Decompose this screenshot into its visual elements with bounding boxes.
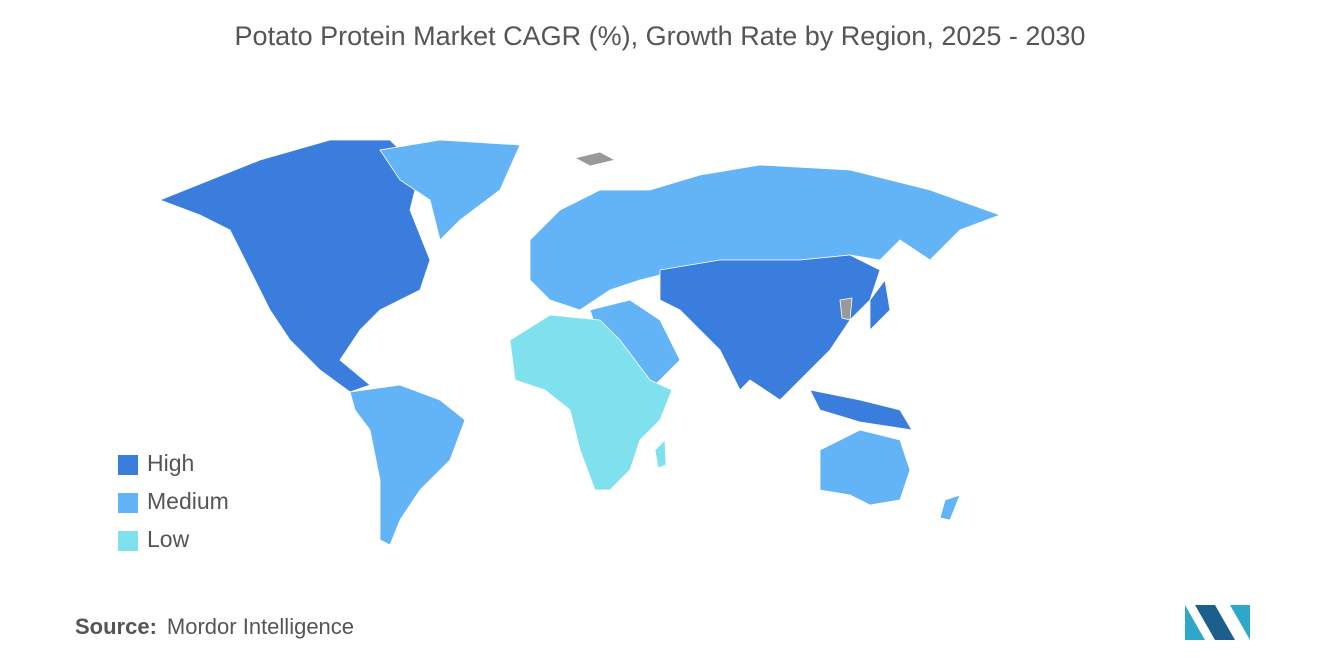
legend-swatch <box>118 531 138 551</box>
legend-label: High <box>147 450 194 476</box>
legend-label: Medium <box>147 488 229 514</box>
europe-russia <box>529 164 1002 311</box>
southeast-asia <box>809 389 913 431</box>
north-america <box>158 139 431 393</box>
source-label: Source: Mordor Intelligence <box>75 614 354 639</box>
australia <box>819 429 911 506</box>
legend-swatch <box>118 455 138 475</box>
south-america <box>349 384 466 546</box>
world-map <box>158 139 1002 546</box>
source-text: Mordor Intelligence <box>167 614 354 639</box>
legend-swatch <box>118 493 138 513</box>
title: Potato Protein Market CAGR (%), Growth R… <box>235 21 1086 51</box>
greenland <box>379 139 521 241</box>
asia <box>659 254 881 401</box>
logo <box>1185 605 1250 640</box>
legend-label: Low <box>147 526 190 552</box>
svalbard <box>573 151 617 167</box>
new-zealand <box>939 494 961 521</box>
madagascar <box>654 439 667 469</box>
korea <box>839 297 853 321</box>
africa <box>509 314 673 491</box>
legend: High Medium Low <box>118 450 229 552</box>
japan <box>869 279 891 331</box>
source-key: Source: <box>75 614 157 639</box>
